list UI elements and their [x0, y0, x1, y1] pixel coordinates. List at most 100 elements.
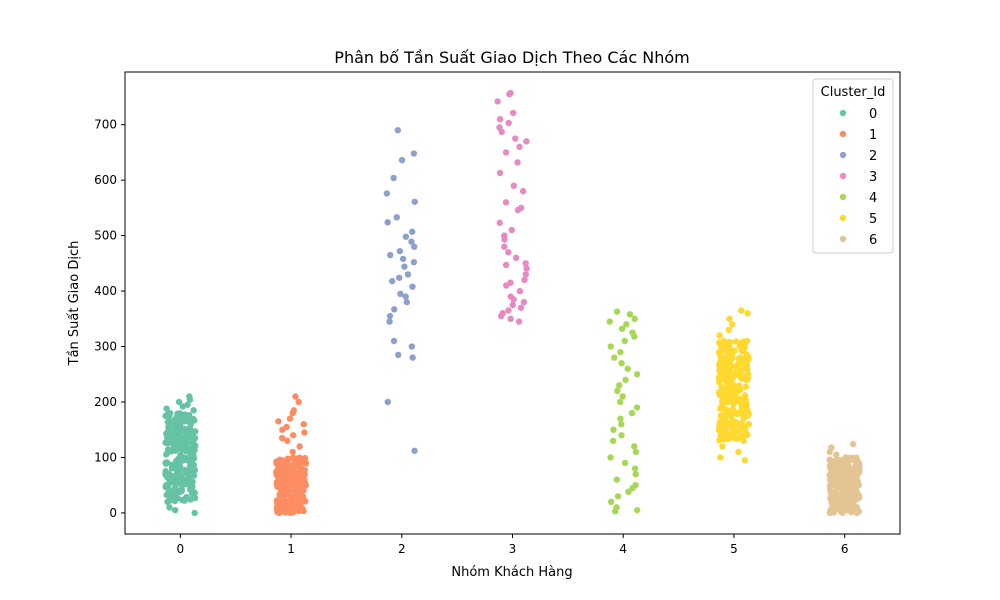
data-point-cluster-4 — [617, 415, 624, 422]
data-point-cluster-5 — [728, 350, 736, 357]
legend-marker-0 — [839, 109, 847, 117]
data-point-cluster-6 — [826, 456, 833, 463]
data-point-cluster-0 — [179, 443, 186, 450]
data-point-cluster-6 — [827, 486, 834, 493]
data-point-cluster-6 — [845, 470, 853, 478]
data-point-cluster-6 — [849, 479, 856, 486]
legend-marker-4 — [839, 193, 847, 201]
data-point-cluster-1 — [279, 426, 286, 433]
data-point-cluster-5 — [716, 437, 723, 444]
data-point-cluster-0 — [169, 445, 177, 452]
x-tick-label: 1 — [287, 542, 295, 556]
legend-label-0: 0 — [869, 107, 877, 122]
legend-marker-6 — [839, 235, 847, 243]
data-point-cluster-5 — [739, 343, 746, 350]
data-point-cluster-5 — [735, 448, 742, 456]
data-point-cluster-5 — [717, 404, 724, 411]
data-point-cluster-1 — [297, 505, 304, 513]
data-point-cluster-5 — [742, 383, 750, 390]
data-point-cluster-2 — [391, 306, 398, 313]
data-point-cluster-5 — [744, 310, 751, 317]
data-point-cluster-6 — [826, 509, 834, 517]
y-tick-label: 300 — [94, 340, 117, 354]
data-point-cluster-0 — [165, 426, 172, 433]
data-point-cluster-4 — [618, 432, 625, 439]
y-tick-label: 0 — [109, 506, 117, 520]
data-point-cluster-4 — [629, 484, 636, 492]
data-point-cluster-4 — [621, 337, 629, 345]
data-point-cluster-1 — [289, 448, 296, 456]
data-point-cluster-0 — [181, 466, 189, 474]
data-point-cluster-1 — [286, 487, 293, 494]
data-point-cluster-6 — [849, 440, 857, 448]
data-point-cluster-6 — [841, 457, 849, 464]
data-point-cluster-0 — [186, 396, 194, 403]
data-point-cluster-0 — [168, 464, 176, 472]
data-point-cluster-5 — [719, 387, 727, 395]
data-point-cluster-2 — [394, 127, 402, 134]
x-tick-label: 6 — [841, 542, 849, 556]
data-point-cluster-4 — [633, 371, 641, 378]
legend-label-1: 1 — [869, 128, 877, 143]
data-point-cluster-4 — [607, 343, 614, 350]
data-point-cluster-0 — [168, 418, 175, 426]
data-point-cluster-0 — [179, 403, 186, 410]
data-point-cluster-3 — [520, 298, 528, 306]
data-point-cluster-1 — [281, 468, 288, 475]
data-point-cluster-0 — [163, 491, 170, 499]
data-point-cluster-6 — [829, 495, 837, 502]
data-point-cluster-5 — [729, 406, 737, 413]
data-point-cluster-1 — [301, 429, 308, 436]
data-point-cluster-1 — [276, 509, 283, 517]
x-tick-label: 3 — [509, 542, 517, 556]
data-point-cluster-0 — [166, 504, 173, 511]
data-point-cluster-5 — [744, 354, 752, 362]
legend-label-5: 5 — [869, 212, 877, 227]
legend-label-6: 6 — [869, 233, 877, 248]
x-tick-label: 0 — [177, 542, 185, 556]
data-point-cluster-0 — [172, 493, 179, 500]
data-point-cluster-6 — [837, 504, 845, 512]
legend-entries: 0 1 2 3 4 5 6 — [839, 107, 877, 248]
data-point-cluster-1 — [274, 472, 281, 480]
data-point-cluster-6 — [835, 493, 842, 500]
data-point-cluster-3 — [516, 287, 524, 295]
y-tick-label: 500 — [94, 229, 117, 243]
data-point-cluster-5 — [717, 343, 725, 350]
data-point-cluster-1 — [289, 509, 296, 516]
data-point-cluster-0 — [164, 498, 171, 506]
data-point-cluster-0 — [173, 480, 181, 487]
data-point-cluster-2 — [397, 290, 404, 298]
x-tick-label: 2 — [398, 542, 406, 556]
data-point-cluster-2 — [393, 214, 400, 221]
data-point-cluster-0 — [162, 481, 170, 489]
data-point-cluster-5 — [740, 437, 747, 445]
data-point-cluster-4 — [633, 404, 641, 411]
data-point-cluster-6 — [855, 467, 863, 474]
y-tick-label: 600 — [94, 173, 117, 187]
y-tick-label: 200 — [94, 395, 117, 409]
data-point-cluster-3 — [496, 219, 503, 227]
data-point-cluster-6 — [841, 498, 848, 505]
data-point-cluster-3 — [523, 265, 530, 272]
data-point-cluster-1 — [290, 432, 297, 439]
data-point-cluster-5 — [729, 374, 737, 382]
data-point-cluster-4 — [617, 348, 624, 356]
data-point-cluster-2 — [408, 238, 415, 245]
data-point-cluster-0 — [188, 431, 195, 438]
data-point-cluster-6 — [832, 487, 840, 494]
data-point-cluster-0 — [185, 416, 193, 424]
data-point-cluster-1 — [278, 434, 286, 442]
legend-label-2: 2 — [869, 149, 877, 164]
data-point-cluster-4 — [610, 426, 617, 433]
data-point-cluster-4 — [607, 498, 615, 506]
data-point-cluster-0 — [178, 485, 185, 493]
data-point-cluster-5 — [730, 400, 737, 407]
data-point-cluster-3 — [523, 138, 530, 145]
data-point-cluster-1 — [300, 476, 307, 484]
data-point-cluster-3 — [514, 159, 521, 166]
data-point-cluster-1 — [275, 418, 282, 425]
data-point-cluster-2 — [384, 398, 391, 406]
data-point-cluster-5 — [721, 415, 729, 422]
data-point-cluster-4 — [614, 387, 621, 395]
